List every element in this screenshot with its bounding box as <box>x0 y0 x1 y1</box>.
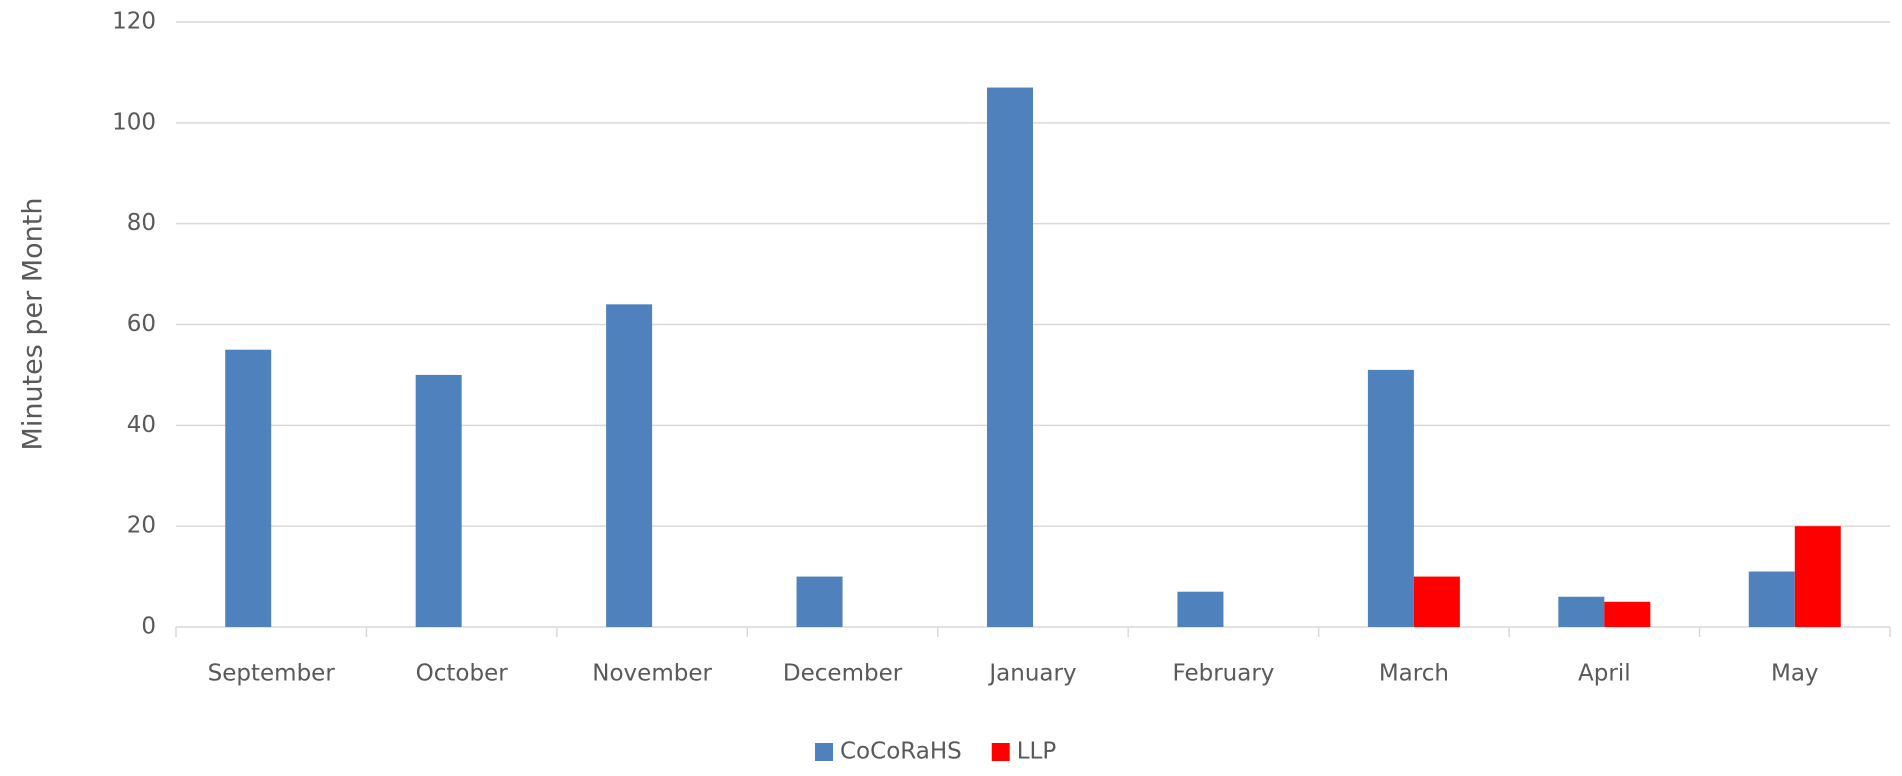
bar <box>1177 591 1224 627</box>
bar <box>1413 576 1460 627</box>
bar <box>606 304 653 627</box>
y-tick-label: 20 <box>127 513 156 539</box>
y-tick-label: 120 <box>112 9 156 35</box>
x-tick-label: May <box>1771 661 1819 687</box>
y-tick-label: 0 <box>141 614 156 640</box>
y-tick-label: 60 <box>127 311 156 337</box>
bar <box>1794 526 1841 627</box>
bar <box>987 87 1033 627</box>
bar <box>796 576 843 627</box>
y-axis-label: Minutes per Month <box>18 198 49 451</box>
bar <box>415 374 462 627</box>
bar <box>1604 601 1651 627</box>
x-tick-label: January <box>987 661 1076 687</box>
x-tick-label: March <box>1379 661 1449 687</box>
x-tick-label: September <box>208 661 336 687</box>
y-tick-label: 100 <box>112 109 156 135</box>
legend-swatch <box>991 743 1010 761</box>
legend-swatch <box>815 743 833 761</box>
y-tick-label: 40 <box>127 412 156 438</box>
x-tick-label: April <box>1578 661 1631 687</box>
bar <box>1558 596 1605 627</box>
legend-label: CoCoRaHS <box>840 739 962 765</box>
x-tick-label: November <box>592 661 712 687</box>
bar <box>1748 571 1795 627</box>
bar <box>1367 369 1414 627</box>
bar <box>225 349 272 627</box>
x-tick-label: December <box>783 661 903 687</box>
x-tick-label: October <box>416 661 509 687</box>
legend-label: LLP <box>1017 739 1057 765</box>
y-tick-label: 80 <box>127 210 156 236</box>
x-tick-label: February <box>1172 661 1274 687</box>
